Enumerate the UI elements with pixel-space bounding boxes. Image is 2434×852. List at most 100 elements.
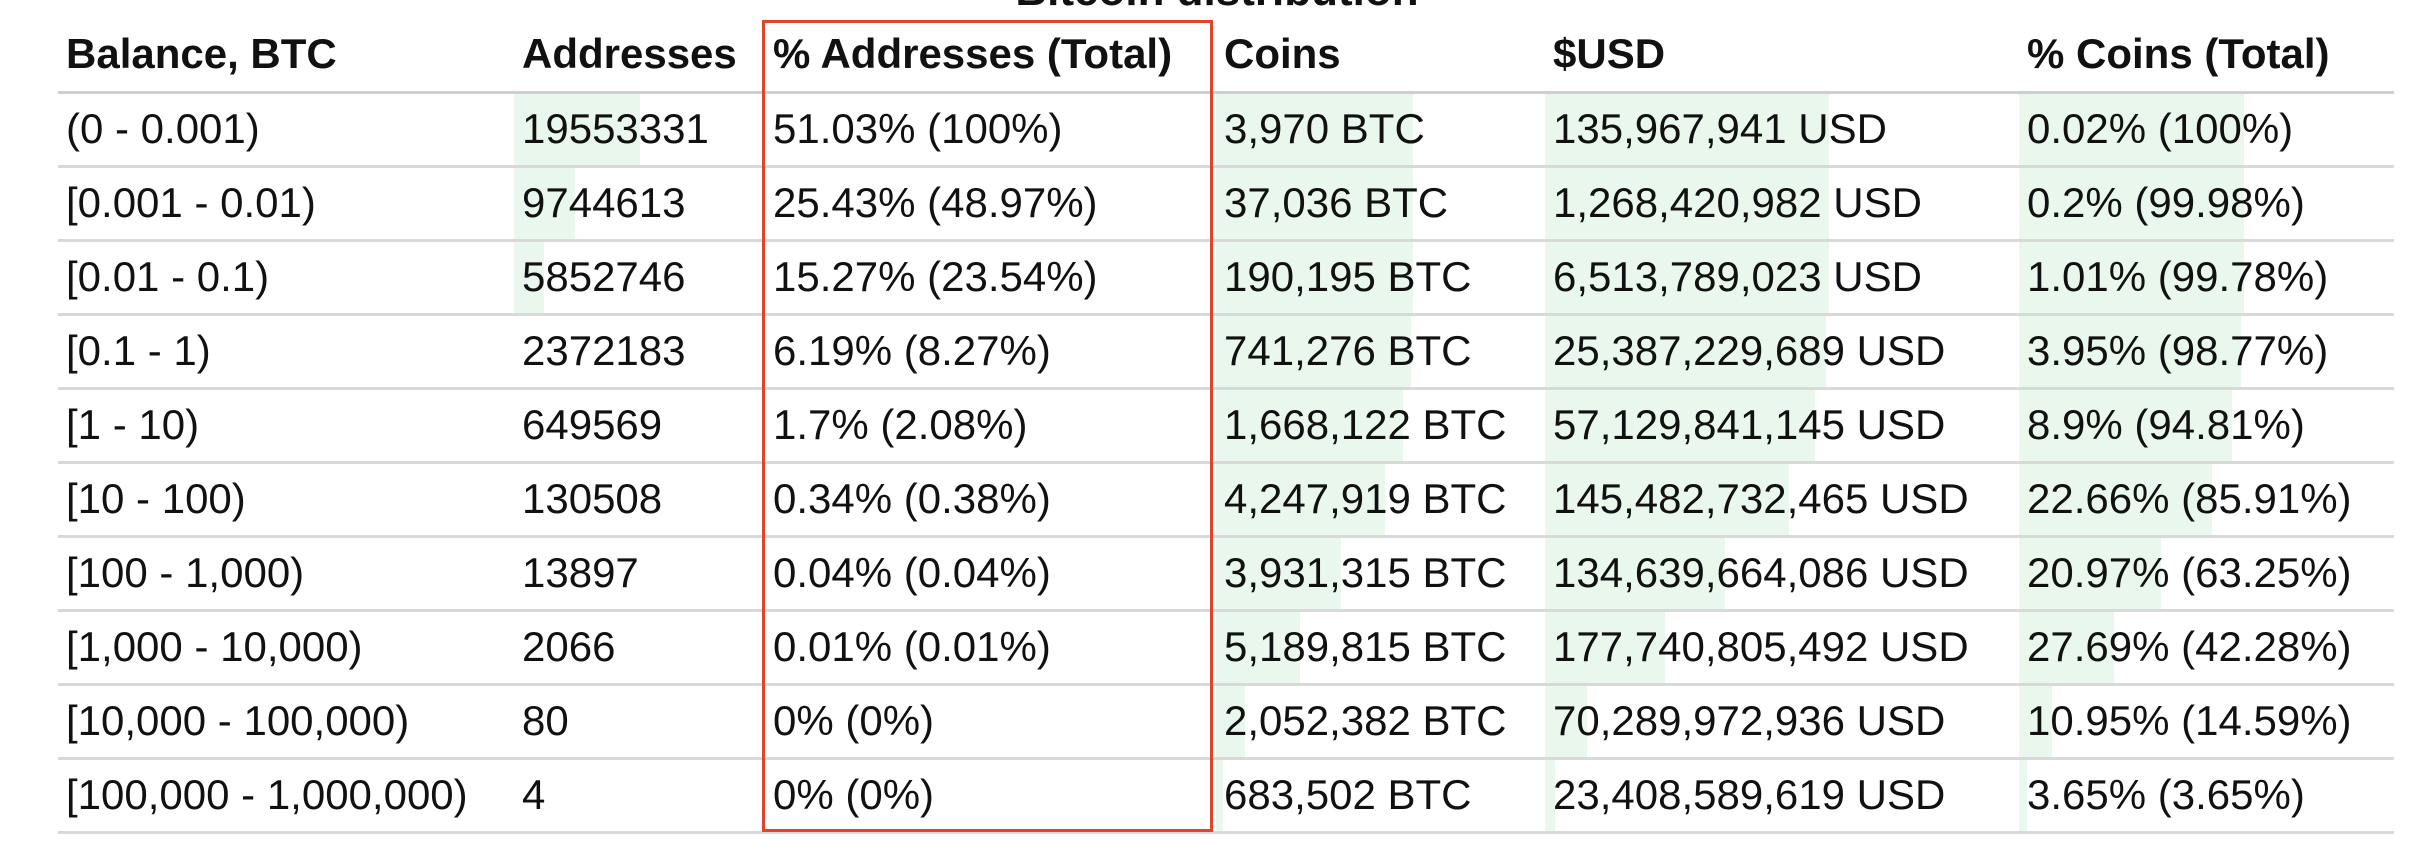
coins-cell-text: 3,970 BTC	[1224, 105, 1425, 152]
header-coins: Coins	[1216, 18, 1545, 94]
coins-cell-text: 683,502 BTC	[1224, 771, 1472, 818]
pct-coins-cell-bar	[2019, 93, 2244, 163]
pct-coins-cell: 3.95% (98.77%)	[2019, 314, 2394, 390]
balance-cell: [100 - 1,000)	[58, 536, 514, 612]
pct-coins-cell: 0.02% (100%)	[2019, 92, 2394, 168]
pct-coins-cell: 27.69% (42.28%)	[2019, 610, 2394, 686]
pct-coins-cell-text: 0.2% (99.98%)	[2027, 179, 2305, 226]
table-row: [0.1 - 1) 2372183 6.19% (8.27%) 741,276 BTC…	[58, 314, 2394, 390]
coins-cell-text: 190,195 BTC	[1224, 253, 1472, 300]
coins-cell-text: 37,036 BTC	[1224, 179, 1449, 226]
coins-cell-bar	[1216, 167, 1414, 237]
page-title: Bitcoin distribution	[0, 0, 2434, 16]
usd-cell: 1,268,420,982 USD	[1545, 166, 2019, 242]
pct-coins-cell-text: 1.01% (99.78%)	[2027, 253, 2329, 300]
table-body: (0 - 0.001) 19553331 51.03% (100%) 3,970 BT…	[58, 92, 2394, 834]
pct-addresses-cell: 51.03% (100%)	[765, 92, 1216, 168]
pct-coins-cell-text: 3.65% (3.65%)	[2027, 771, 2305, 818]
coins-cell: 3,970 BTC	[1216, 92, 1545, 168]
coins-cell-bar	[1216, 315, 1412, 385]
balance-cell-text: [100,000 - 1,000,000)	[66, 771, 468, 818]
balance-cell-text: [1 - 10)	[66, 401, 200, 448]
pct-coins-cell-text: 20.97% (63.25%)	[2027, 549, 2352, 596]
pct-addresses-cell: 0.04% (0.04%)	[765, 536, 1216, 612]
coins-cell: 190,195 BTC	[1216, 240, 1545, 316]
table-row: [100 - 1,000) 13897 0.04% (0.04%) 3,931,315…	[58, 536, 2394, 612]
coins-cell: 683,502 BTC	[1216, 758, 1545, 834]
balance-cell: [1,000 - 10,000)	[58, 610, 514, 686]
usd-cell-text: 1,268,420,982 USD	[1553, 179, 1922, 226]
usd-cell: 145,482,732,465 USD	[1545, 462, 2019, 538]
usd-cell-text: 145,482,732,465 USD	[1553, 475, 1969, 522]
pct-addresses-cell: 0% (0%)	[765, 758, 1216, 834]
pct-coins-cell-bar	[2019, 685, 2052, 755]
usd-cell-text: 134,639,664,086 USD	[1553, 549, 1969, 596]
table-row: [10,000 - 100,000) 80 0% (0%) 2,052,382 BTC…	[58, 684, 2394, 760]
addresses-cell: 13897	[514, 536, 765, 612]
pct-coins-cell-bar	[2019, 167, 2244, 237]
usd-cell-bar	[1545, 685, 1587, 755]
table-row: [100,000 - 1,000,000) 4 0% (0%) 683,502 BTC…	[58, 758, 2394, 834]
pct-addresses-cell: 0.34% (0.38%)	[765, 462, 1216, 538]
header-pct-coins: % Coins (Total)	[2019, 18, 2394, 94]
coins-cell-text: 4,247,919 BTC	[1224, 475, 1507, 522]
header-addresses: Addresses	[514, 18, 765, 94]
usd-cell-text: 57,129,841,145 USD	[1553, 401, 1946, 448]
balance-cell: [0.001 - 0.01)	[58, 166, 514, 242]
addresses-cell-text: 2372183	[522, 327, 686, 374]
usd-cell-bar	[1545, 463, 1790, 533]
usd-cell: 6,513,789,023 USD	[1545, 240, 2019, 316]
balance-cell: [100,000 - 1,000,000)	[58, 758, 514, 834]
balance-cell-text: (0 - 0.001)	[66, 105, 260, 152]
addresses-cell-text: 9744613	[522, 179, 686, 226]
addresses-cell: 130508	[514, 462, 765, 538]
addresses-cell: 80	[514, 684, 765, 760]
distribution-table: Balance, BTC Addresses % Addresses (Tota…	[58, 18, 2394, 834]
header-pct-addresses: % Addresses (Total)	[765, 18, 1216, 94]
pct-addresses-cell-text: 51.03% (100%)	[773, 105, 1063, 152]
usd-cell: 177,740,805,492 USD	[1545, 610, 2019, 686]
pct-coins-cell-text: 22.66% (85.91%)	[2027, 475, 2352, 522]
addresses-cell: 4	[514, 758, 765, 834]
pct-coins-cell: 1.01% (99.78%)	[2019, 240, 2394, 316]
pct-addresses-cell: 1.7% (2.08%)	[765, 388, 1216, 464]
balance-cell-text: [10 - 100)	[66, 475, 246, 522]
addresses-cell: 2066	[514, 610, 765, 686]
pct-coins-cell-bar	[2019, 537, 2162, 607]
usd-cell: 70,289,972,936 USD	[1545, 684, 2019, 760]
usd-cell-bar	[1545, 241, 1829, 311]
pct-coins-cell: 3.65% (3.65%)	[2019, 758, 2394, 834]
coins-cell-text: 741,276 BTC	[1224, 327, 1472, 374]
table-row: [0.001 - 0.01) 9744613 25.43% (48.97%) 37,0…	[58, 166, 2394, 242]
addresses-cell-text: 649569	[522, 401, 663, 448]
balance-cell: (0 - 0.001)	[58, 92, 514, 168]
addresses-cell-bar	[514, 93, 640, 163]
coins-cell-bar	[1216, 241, 1414, 311]
usd-cell-text: 70,289,972,936 USD	[1553, 697, 1946, 744]
pct-coins-cell-bar	[2019, 463, 2213, 533]
pct-coins-cell-bar	[2019, 759, 2028, 829]
pct-addresses-cell: 0.01% (0.01%)	[765, 610, 1216, 686]
balance-cell-text: [0.01 - 0.1)	[66, 253, 270, 300]
pct-addresses-cell: 25.43% (48.97%)	[765, 166, 1216, 242]
coins-cell-bar	[1216, 389, 1404, 459]
balance-cell: [10,000 - 100,000)	[58, 684, 514, 760]
pct-coins-cell-text: 10.95% (14.59%)	[2027, 697, 2352, 744]
pct-coins-cell-bar	[2019, 241, 2244, 311]
usd-cell-bar	[1545, 537, 1725, 607]
addresses-cell-text: 4	[522, 771, 546, 818]
pct-coins-cell: 10.95% (14.59%)	[2019, 684, 2394, 760]
usd-cell-text: 135,967,941 USD	[1553, 105, 1887, 152]
usd-cell-bar	[1545, 93, 1830, 163]
usd-cell-bar	[1545, 167, 1830, 237]
pct-coins-cell: 20.97% (63.25%)	[2019, 536, 2394, 612]
coins-cell: 1,668,122 BTC	[1216, 388, 1545, 464]
addresses-cell: 649569	[514, 388, 765, 464]
pct-addresses-cell-text: 25.43% (48.97%)	[773, 179, 1098, 226]
usd-cell-bar	[1545, 389, 1815, 459]
balance-cell-text: [100 - 1,000)	[66, 549, 305, 596]
coins-cell-text: 2,052,382 BTC	[1224, 697, 1507, 744]
addresses-cell-text: 2066	[522, 623, 616, 670]
addresses-cell-text: 13897	[522, 549, 639, 596]
pct-addresses-cell: 15.27% (23.54%)	[765, 240, 1216, 316]
